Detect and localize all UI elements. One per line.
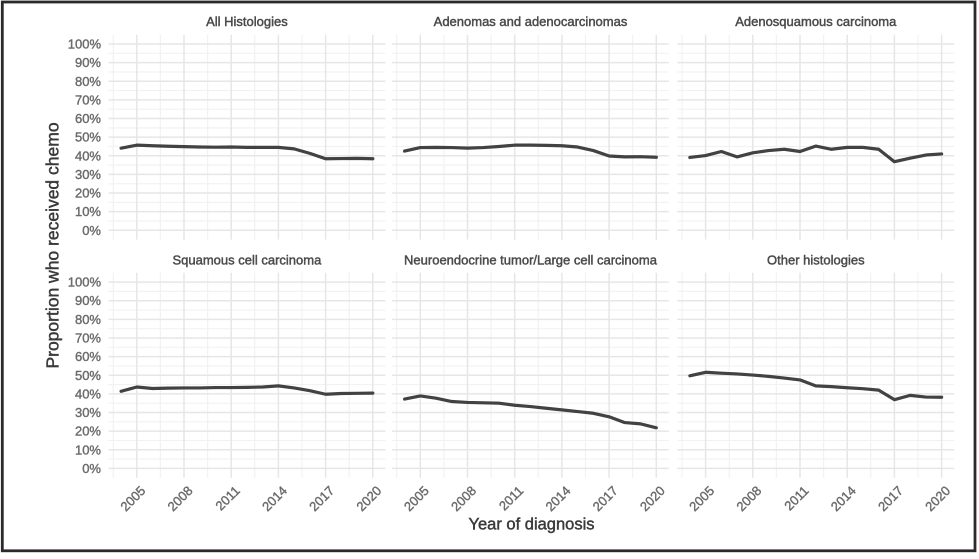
svg-text:90%: 90% bbox=[75, 293, 101, 308]
svg-text:Other histologies: Other histologies bbox=[767, 252, 865, 267]
svg-text:30%: 30% bbox=[75, 405, 101, 420]
svg-text:80%: 80% bbox=[75, 74, 101, 89]
svg-text:10%: 10% bbox=[75, 204, 101, 219]
svg-text:Adenomas and adenocarcinomas: Adenomas and adenocarcinomas bbox=[434, 14, 628, 29]
svg-text:50%: 50% bbox=[75, 130, 101, 145]
svg-text:20%: 20% bbox=[75, 186, 101, 201]
svg-text:70%: 70% bbox=[75, 330, 101, 345]
svg-text:0%: 0% bbox=[82, 461, 101, 476]
svg-text:100%: 100% bbox=[68, 37, 102, 52]
svg-text:60%: 60% bbox=[75, 111, 101, 126]
svg-text:30%: 30% bbox=[75, 167, 101, 182]
svg-text:90%: 90% bbox=[75, 55, 101, 70]
svg-text:50%: 50% bbox=[75, 368, 101, 383]
svg-text:40%: 40% bbox=[75, 148, 101, 163]
svg-text:Squamous cell carcinoma: Squamous cell carcinoma bbox=[172, 252, 322, 267]
svg-text:Year of diagnosis: Year of diagnosis bbox=[469, 516, 595, 534]
svg-text:Neuroendocrine tumor/Large cel: Neuroendocrine tumor/Large cell carcinom… bbox=[404, 252, 658, 267]
svg-text:80%: 80% bbox=[75, 312, 101, 327]
svg-text:70%: 70% bbox=[75, 92, 101, 107]
svg-text:All Histologies: All Histologies bbox=[206, 14, 288, 29]
svg-text:20%: 20% bbox=[75, 424, 101, 439]
svg-text:60%: 60% bbox=[75, 349, 101, 364]
svg-text:100%: 100% bbox=[68, 275, 102, 290]
svg-text:Proportion who received chemo: Proportion who received chemo bbox=[43, 122, 63, 368]
svg-text:10%: 10% bbox=[75, 442, 101, 457]
svg-text:0%: 0% bbox=[82, 223, 101, 238]
svg-text:Adenosquamous carcinoma: Adenosquamous carcinoma bbox=[735, 14, 897, 29]
svg-text:40%: 40% bbox=[75, 386, 101, 401]
